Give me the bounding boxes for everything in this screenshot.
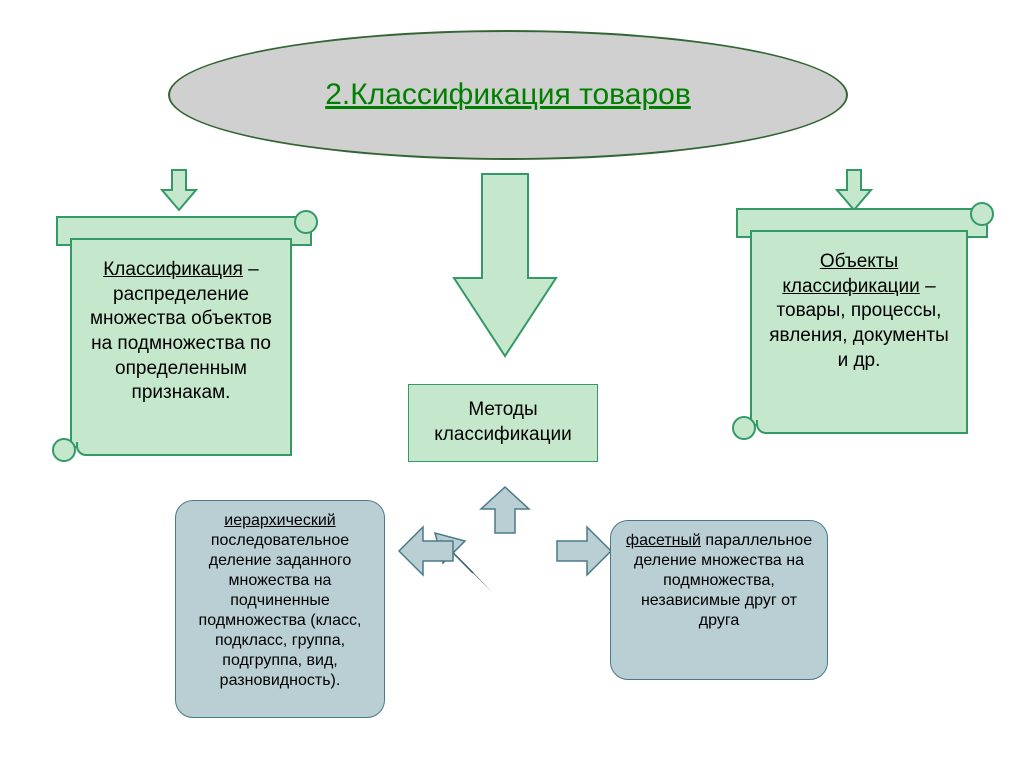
method-left-heading: иерархический: [224, 512, 335, 529]
methods-box: Методы классификации: [408, 384, 598, 462]
scroll-classification: Классификация – распределение множества …: [70, 238, 292, 448]
method-left-body: последовательное деление заданного множе…: [199, 532, 362, 689]
four-way-arrows-icon: [395, 485, 615, 615]
title-ellipse: 2.Классификация товаров: [168, 30, 848, 160]
method-right-heading: фасетный: [626, 532, 701, 549]
arrow-down-left-icon: [160, 168, 198, 212]
scroll-left-heading: Классификация: [103, 259, 243, 280]
method-faceted: фасетный параллельное деление множества …: [610, 520, 828, 680]
scroll-right-heading: Объекты классификации: [782, 251, 919, 297]
method-hierarchical: иерархический последовательное деление з…: [175, 500, 385, 718]
arrow-down-center-icon: [450, 170, 560, 360]
scroll-objects: Объекты классификации – товары, процессы…: [750, 230, 968, 426]
scroll-left-body: – распределение множества объектов на по…: [90, 259, 272, 403]
arrow-down-right-icon: [835, 168, 873, 212]
page-title: 2.Классификация товаров: [325, 78, 691, 112]
methods-label: Методы классификации: [409, 398, 597, 447]
